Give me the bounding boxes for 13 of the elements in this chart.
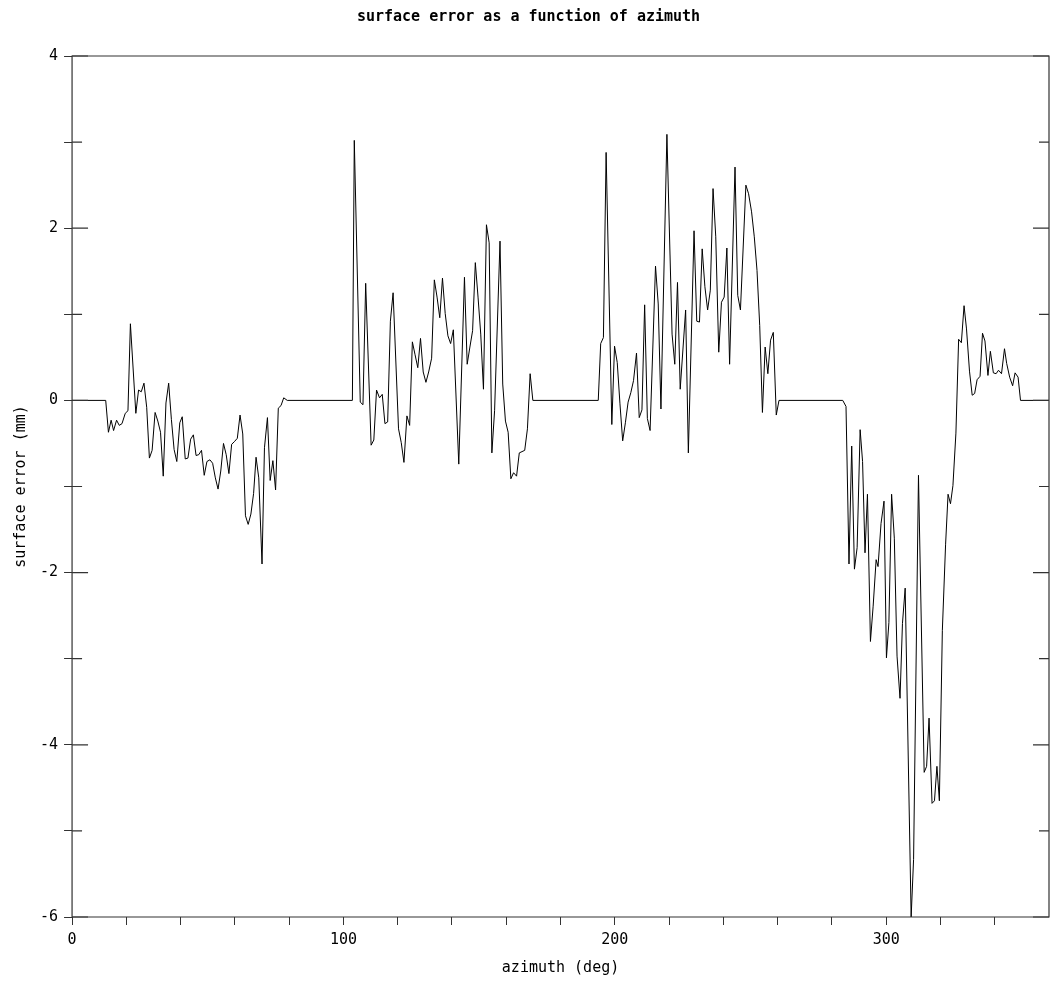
x-tick-label: 100 <box>329 929 357 948</box>
y-tick-label: -6 <box>40 906 59 925</box>
y-axis-title: surface error (mm) <box>10 405 29 568</box>
x-tick-label: 200 <box>601 929 629 948</box>
y-tick-label: 0 <box>49 390 59 409</box>
x-axis-title: azimuth (deg) <box>501 957 620 976</box>
y-tick-label: -4 <box>40 734 59 753</box>
chart-title: surface error as a function of azimuth <box>356 6 701 25</box>
x-tick-label: 300 <box>872 929 900 948</box>
y-tick-label: 4 <box>49 45 59 64</box>
y-tick-label: 2 <box>49 218 59 237</box>
y-tick-label: -2 <box>40 562 59 581</box>
x-tick-label: 0 <box>67 929 77 948</box>
